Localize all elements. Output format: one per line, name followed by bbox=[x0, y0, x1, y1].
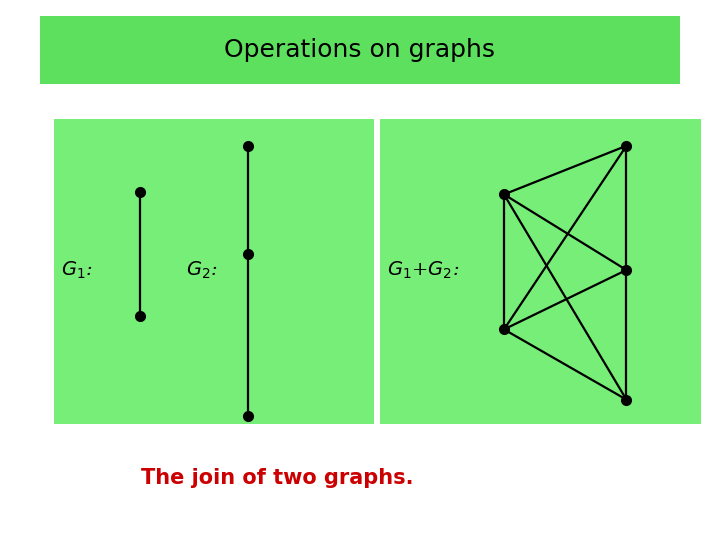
Text: $G_2$:: $G_2$: bbox=[186, 259, 217, 281]
Bar bbox=[380, 119, 701, 424]
Text: $G_1$:: $G_1$: bbox=[61, 259, 93, 281]
Bar bbox=[54, 119, 374, 424]
Text: $G_1$+$G_2$:: $G_1$+$G_2$: bbox=[387, 259, 459, 281]
Bar bbox=[40, 16, 680, 84]
Text: The join of two graphs.: The join of two graphs. bbox=[141, 468, 413, 488]
Text: Operations on graphs: Operations on graphs bbox=[225, 38, 495, 62]
